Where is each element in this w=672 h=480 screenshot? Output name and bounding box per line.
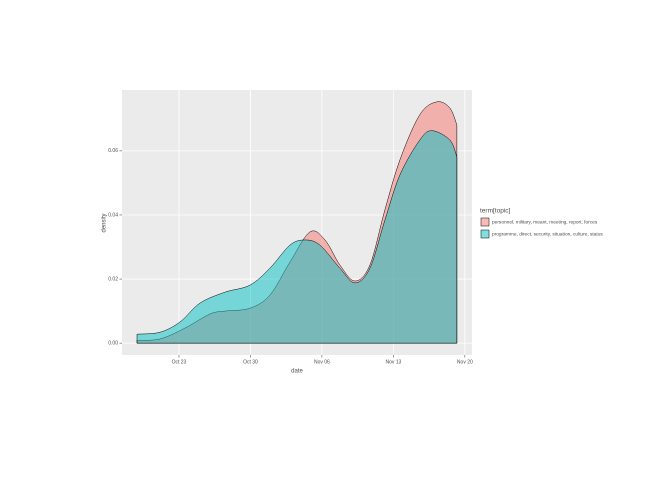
y-tick-label: 0.06 xyxy=(108,148,118,154)
x-tick-label: Nov 13 xyxy=(385,359,401,365)
x-tick-label: Nov 06 xyxy=(314,359,330,365)
y-tick-label: 0.04 xyxy=(108,212,118,218)
legend-key xyxy=(480,217,490,227)
legend-label: personnel, military, meant, meeting, rep… xyxy=(492,219,598,225)
y-axis-title: density xyxy=(102,213,108,232)
y-tick-label: 0.00 xyxy=(108,340,118,346)
y-tick-label: 0.02 xyxy=(108,276,118,282)
x-tick-label: Nov 20 xyxy=(457,359,473,365)
legend-title: term[topic] xyxy=(480,208,511,215)
x-tick-label: Oct 30 xyxy=(243,359,258,365)
legend-label: programme, direct, security, situation, … xyxy=(492,231,603,237)
legend-key xyxy=(480,229,490,239)
x-axis-title: date xyxy=(291,369,303,375)
x-tick-label: Oct 23 xyxy=(172,359,187,365)
density-area xyxy=(136,130,458,344)
